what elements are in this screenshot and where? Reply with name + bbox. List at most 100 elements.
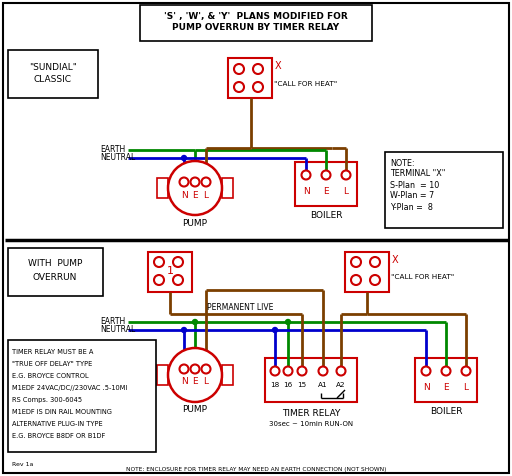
Circle shape	[297, 367, 307, 376]
Circle shape	[253, 64, 263, 74]
Text: "SUNDIAL": "SUNDIAL"	[29, 62, 77, 71]
Text: NOTE:: NOTE:	[390, 159, 415, 168]
Text: N: N	[181, 377, 187, 387]
Text: N: N	[422, 383, 430, 391]
Text: OVERRUN: OVERRUN	[33, 272, 77, 281]
FancyBboxPatch shape	[345, 252, 389, 292]
Text: "CALL FOR HEAT": "CALL FOR HEAT"	[274, 81, 337, 87]
Text: M1EDF 24VAC/DC//230VAC .5-10MI: M1EDF 24VAC/DC//230VAC .5-10MI	[12, 385, 127, 391]
Text: EARTH: EARTH	[100, 146, 125, 155]
Circle shape	[234, 64, 244, 74]
Circle shape	[154, 257, 164, 267]
Circle shape	[318, 367, 328, 376]
Circle shape	[272, 327, 278, 333]
Text: EARTH: EARTH	[100, 317, 125, 327]
Text: PUMP: PUMP	[182, 218, 207, 228]
Circle shape	[173, 257, 183, 267]
FancyBboxPatch shape	[228, 58, 272, 98]
Circle shape	[168, 161, 222, 215]
Text: L: L	[203, 190, 208, 199]
FancyBboxPatch shape	[3, 3, 509, 473]
Circle shape	[181, 156, 186, 160]
Circle shape	[351, 257, 361, 267]
Circle shape	[253, 82, 263, 92]
Circle shape	[342, 170, 351, 179]
Text: TIMER RELAY: TIMER RELAY	[282, 408, 340, 417]
Text: X: X	[275, 61, 282, 71]
Text: TIMER RELAY MUST BE A: TIMER RELAY MUST BE A	[12, 349, 93, 355]
Text: Y-Plan =  8: Y-Plan = 8	[390, 202, 433, 211]
Text: E: E	[443, 383, 449, 391]
Text: L: L	[344, 187, 349, 196]
Circle shape	[336, 367, 346, 376]
FancyBboxPatch shape	[8, 50, 98, 98]
Circle shape	[202, 178, 210, 187]
FancyBboxPatch shape	[385, 152, 503, 228]
Text: S-Plan  = 10: S-Plan = 10	[390, 180, 439, 189]
Circle shape	[181, 327, 186, 333]
Circle shape	[202, 365, 210, 374]
Circle shape	[441, 367, 451, 376]
Circle shape	[370, 257, 380, 267]
Text: E: E	[192, 377, 198, 387]
Text: "TRUE OFF DELAY" TYPE: "TRUE OFF DELAY" TYPE	[12, 361, 92, 367]
Text: N: N	[303, 187, 309, 196]
Text: BOILER: BOILER	[310, 211, 342, 220]
Circle shape	[284, 367, 292, 376]
Text: PUMP: PUMP	[182, 406, 207, 415]
Text: A1: A1	[318, 382, 328, 388]
Circle shape	[190, 178, 200, 187]
Text: PUMP OVERRUN BY TIMER RELAY: PUMP OVERRUN BY TIMER RELAY	[173, 23, 339, 32]
Text: "CALL FOR HEAT": "CALL FOR HEAT"	[391, 274, 454, 280]
FancyBboxPatch shape	[222, 178, 233, 198]
Text: E: E	[192, 190, 198, 199]
FancyBboxPatch shape	[140, 5, 372, 41]
Circle shape	[461, 367, 471, 376]
Text: PERMANENT LIVE: PERMANENT LIVE	[207, 303, 273, 311]
Circle shape	[180, 178, 188, 187]
Text: TERMINAL "X": TERMINAL "X"	[390, 169, 445, 178]
Text: Rev 1a: Rev 1a	[12, 463, 33, 467]
Text: 16: 16	[283, 382, 293, 388]
FancyBboxPatch shape	[265, 358, 357, 402]
Text: W-Plan = 7: W-Plan = 7	[390, 191, 434, 200]
Text: CLASSIC: CLASSIC	[34, 76, 72, 85]
Text: L: L	[203, 377, 208, 387]
Text: X: X	[392, 255, 399, 265]
Text: E: E	[323, 187, 329, 196]
Circle shape	[180, 365, 188, 374]
Circle shape	[168, 348, 222, 402]
Text: 15: 15	[297, 382, 307, 388]
Text: NOTE: ENCLOSURE FOR TIMER RELAY MAY NEED AN EARTH CONNECTION (NOT SHOWN): NOTE: ENCLOSURE FOR TIMER RELAY MAY NEED…	[126, 466, 386, 472]
Circle shape	[286, 319, 290, 325]
Text: NEUTRAL: NEUTRAL	[100, 326, 135, 335]
Text: L: L	[463, 383, 468, 391]
Circle shape	[270, 367, 280, 376]
Circle shape	[173, 275, 183, 285]
Text: NEUTRAL: NEUTRAL	[100, 153, 135, 162]
Text: N: N	[181, 190, 187, 199]
Text: E.G. BROYCE B8DF OR B1DF: E.G. BROYCE B8DF OR B1DF	[12, 433, 105, 439]
FancyBboxPatch shape	[8, 340, 156, 452]
Circle shape	[351, 275, 361, 285]
Text: 30sec ~ 10min RUN-ON: 30sec ~ 10min RUN-ON	[269, 421, 353, 427]
Circle shape	[154, 275, 164, 285]
Circle shape	[190, 365, 200, 374]
FancyBboxPatch shape	[295, 162, 357, 206]
Text: E.G. BROYCE CONTROL: E.G. BROYCE CONTROL	[12, 373, 89, 379]
Text: 1: 1	[166, 266, 174, 276]
Text: 'S' , 'W', & 'Y'  PLANS MODIFIED FOR: 'S' , 'W', & 'Y' PLANS MODIFIED FOR	[164, 12, 348, 21]
FancyBboxPatch shape	[157, 365, 168, 385]
FancyBboxPatch shape	[415, 358, 477, 402]
Circle shape	[322, 170, 331, 179]
Text: A2: A2	[336, 382, 346, 388]
Text: BOILER: BOILER	[430, 407, 462, 416]
Text: RS Comps. 300-6045: RS Comps. 300-6045	[12, 397, 82, 403]
Circle shape	[370, 275, 380, 285]
Circle shape	[421, 367, 431, 376]
Text: M1EDF IS DIN RAIL MOUNTING: M1EDF IS DIN RAIL MOUNTING	[12, 409, 112, 415]
Circle shape	[193, 319, 198, 325]
FancyBboxPatch shape	[157, 178, 168, 198]
Text: ALTERNATIVE PLUG-IN TYPE: ALTERNATIVE PLUG-IN TYPE	[12, 421, 102, 427]
Text: WITH  PUMP: WITH PUMP	[28, 259, 82, 268]
